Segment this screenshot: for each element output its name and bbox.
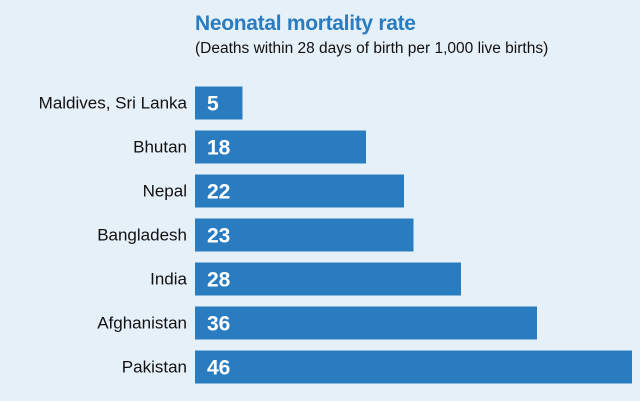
category-label: Bangladesh [97,226,187,245]
value-label: 46 [207,357,230,380]
value-label: 36 [207,313,230,336]
bar [195,86,243,120]
chart-title: Neonatal mortality rate [195,12,416,35]
bar [195,262,461,296]
chart-subtitle: (Deaths within 28 days of birth per 1,00… [195,40,549,57]
bar [195,350,632,384]
value-label: 5 [207,93,219,116]
value-label: 18 [207,137,231,160]
category-label: India [150,270,187,289]
value-label: 22 [207,181,230,204]
bar [195,174,404,208]
value-label: 23 [207,225,230,248]
bar [195,130,366,164]
value-label: 28 [207,269,231,292]
bar [195,218,414,252]
category-label: Bhutan [133,138,187,157]
category-label: Maldives, Sri Lanka [39,94,188,113]
category-label: Pakistan [122,358,187,377]
category-label: Nepal [143,182,187,201]
category-label: Afghanistan [97,314,187,333]
bar [195,306,537,340]
